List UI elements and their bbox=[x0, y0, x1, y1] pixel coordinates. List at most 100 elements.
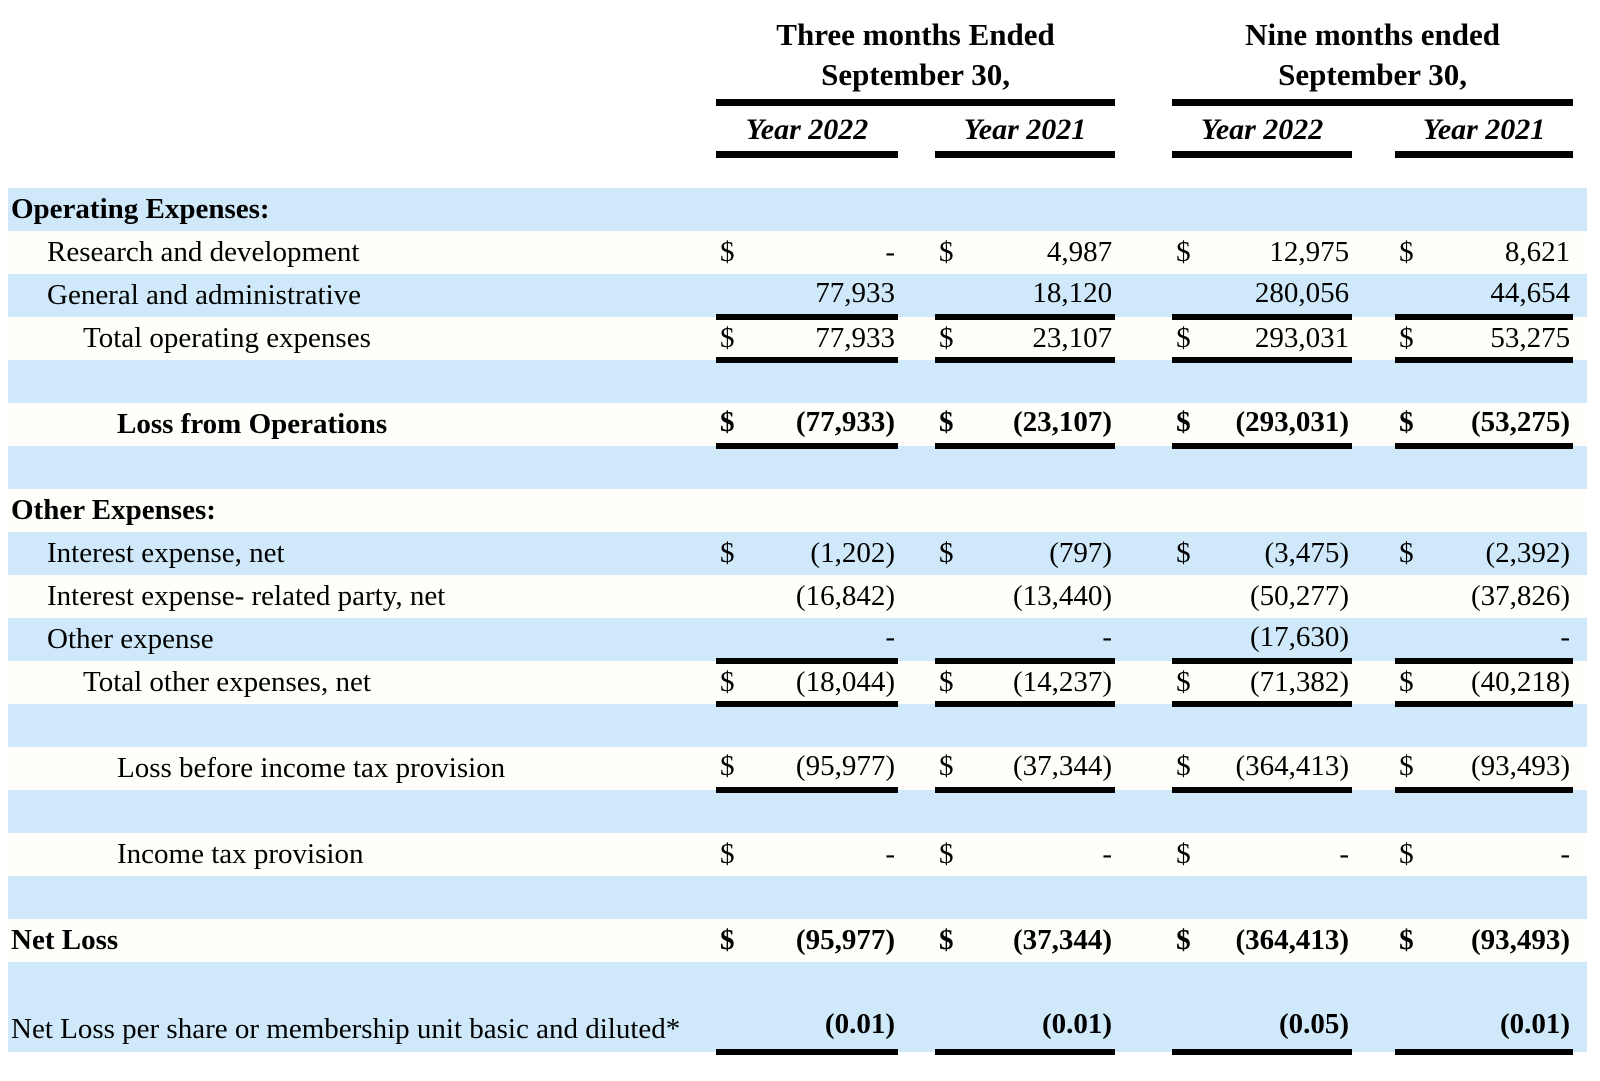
currency-cell bbox=[1395, 962, 1426, 1055]
gap-cell bbox=[898, 274, 935, 317]
value-cell: 23,107 bbox=[965, 317, 1116, 363]
currency-cell bbox=[935, 274, 965, 320]
value-cell bbox=[1202, 360, 1353, 403]
value-cell bbox=[1425, 790, 1574, 833]
tail-cell bbox=[1573, 532, 1588, 575]
currency-cell bbox=[1172, 446, 1203, 489]
currency-cell bbox=[1395, 790, 1426, 833]
header-gap-cell bbox=[1352, 102, 1395, 154]
value-cell: (364,413) bbox=[1202, 919, 1353, 962]
currency-cell bbox=[935, 188, 965, 231]
period-header-row: Year 2022 Year 2021 Year 2022 Year 2021 bbox=[8, 102, 1587, 158]
gap-cell bbox=[898, 618, 935, 661]
value-cell bbox=[965, 876, 1116, 919]
gap-cell bbox=[1115, 661, 1173, 704]
value-cell bbox=[965, 360, 1116, 403]
gap-cell bbox=[1352, 403, 1396, 446]
value-cell bbox=[1425, 704, 1574, 747]
value-cell bbox=[746, 876, 898, 919]
tail-cell bbox=[1573, 489, 1588, 532]
value-cell: (95,977) bbox=[746, 747, 898, 793]
table-row: General and administrative 77,933 18,120 28… bbox=[8, 274, 1588, 320]
gap-cell bbox=[1115, 876, 1173, 919]
currency-cell bbox=[1172, 962, 1203, 1055]
gap-cell bbox=[898, 231, 935, 274]
table-row: Total operating expenses $77,933 $23,107 $2… bbox=[8, 317, 1588, 363]
tail-cell bbox=[1573, 231, 1588, 274]
value-cell bbox=[965, 188, 1116, 231]
currency-cell: $ bbox=[1395, 532, 1426, 575]
gap-cell bbox=[898, 919, 935, 962]
tail-cell bbox=[1573, 962, 1588, 1052]
currency-cell: $ bbox=[716, 317, 746, 363]
value-cell: (0.01) bbox=[746, 962, 898, 1055]
value-cell: 77,933 bbox=[746, 317, 898, 363]
value-cell: (14,237) bbox=[965, 661, 1116, 707]
value-cell: - bbox=[746, 833, 898, 876]
currency-cell: $ bbox=[1172, 231, 1203, 274]
gap-cell bbox=[1115, 360, 1173, 403]
currency-cell: $ bbox=[935, 747, 965, 793]
value-cell: 280,056 bbox=[1202, 274, 1353, 320]
table-row: Research and development $ - $4,987 $12,975 $… bbox=[8, 231, 1588, 274]
gap-cell bbox=[1115, 489, 1173, 532]
value-cell: (364,413) bbox=[1202, 747, 1353, 793]
currency-cell: $ bbox=[935, 403, 965, 449]
value-cell: (293,031) bbox=[1202, 403, 1353, 449]
currency-cell bbox=[1395, 575, 1426, 618]
currency-cell bbox=[1172, 618, 1203, 664]
currency-cell bbox=[935, 790, 965, 833]
period-header-q3-2022: Year 2022 bbox=[716, 102, 898, 158]
currency-cell: $ bbox=[716, 747, 746, 793]
gap-cell bbox=[1115, 833, 1173, 876]
gap-cell bbox=[1352, 532, 1396, 575]
currency-cell bbox=[716, 360, 746, 403]
value-cell: (2,392) bbox=[1425, 532, 1574, 575]
value-cell: 18,120 bbox=[965, 274, 1116, 320]
gap-cell bbox=[1352, 790, 1396, 833]
gap-cell bbox=[1352, 618, 1396, 661]
table-row: Loss from Operations $ (77,933) $ (23,107) $(… bbox=[8, 403, 1588, 449]
value-cell bbox=[746, 704, 898, 747]
value-cell: - bbox=[1425, 618, 1574, 664]
header-gap-cell bbox=[898, 102, 935, 154]
row-label-text: Net Loss per share or membership unit ba… bbox=[11, 1013, 681, 1045]
row-label-text: Loss from Operations bbox=[117, 407, 388, 440]
period-header-ytd-2021: Year 2021 bbox=[1395, 102, 1574, 158]
currency-cell bbox=[1172, 360, 1203, 403]
row-label-text: Interest expense- related party, net bbox=[47, 579, 446, 612]
table-row: Operating Expenses: bbox=[8, 188, 1588, 231]
gap-cell bbox=[1115, 532, 1173, 575]
value-cell bbox=[1202, 876, 1353, 919]
spacer-row bbox=[8, 446, 1588, 489]
currency-cell bbox=[716, 962, 746, 1055]
gap-cell bbox=[898, 575, 935, 618]
gap-cell bbox=[1115, 403, 1173, 446]
row-label-text: Other Expenses: bbox=[11, 493, 216, 526]
currency-cell bbox=[1395, 489, 1426, 532]
currency-cell: $ bbox=[1395, 747, 1426, 793]
value-cell: 12,975 bbox=[1202, 231, 1353, 274]
row-label bbox=[8, 704, 716, 747]
currency-cell: $ bbox=[935, 532, 965, 575]
table-row: Other Expenses: bbox=[8, 489, 1588, 532]
currency-cell bbox=[716, 876, 746, 919]
currency-cell bbox=[716, 489, 746, 532]
group-title-line2: September 30, bbox=[821, 56, 1010, 92]
tail-cell bbox=[1573, 317, 1588, 360]
group-title-line2: September 30, bbox=[1278, 56, 1467, 92]
currency-cell: $ bbox=[1395, 919, 1426, 962]
header-empty-cell bbox=[8, 102, 716, 154]
currency-cell bbox=[1172, 704, 1203, 747]
value-cell: (797) bbox=[965, 532, 1116, 575]
tail-cell bbox=[1573, 876, 1588, 919]
value-cell: (16,842) bbox=[746, 575, 898, 618]
spacer-row bbox=[8, 704, 1588, 747]
value-cell: (40,218) bbox=[1425, 661, 1574, 707]
gap-cell bbox=[898, 747, 935, 790]
gap-cell bbox=[1115, 231, 1173, 274]
gap-cell bbox=[898, 704, 935, 747]
currency-cell: $ bbox=[1172, 532, 1203, 575]
gap-cell bbox=[898, 188, 935, 231]
tail-cell bbox=[1573, 360, 1588, 403]
